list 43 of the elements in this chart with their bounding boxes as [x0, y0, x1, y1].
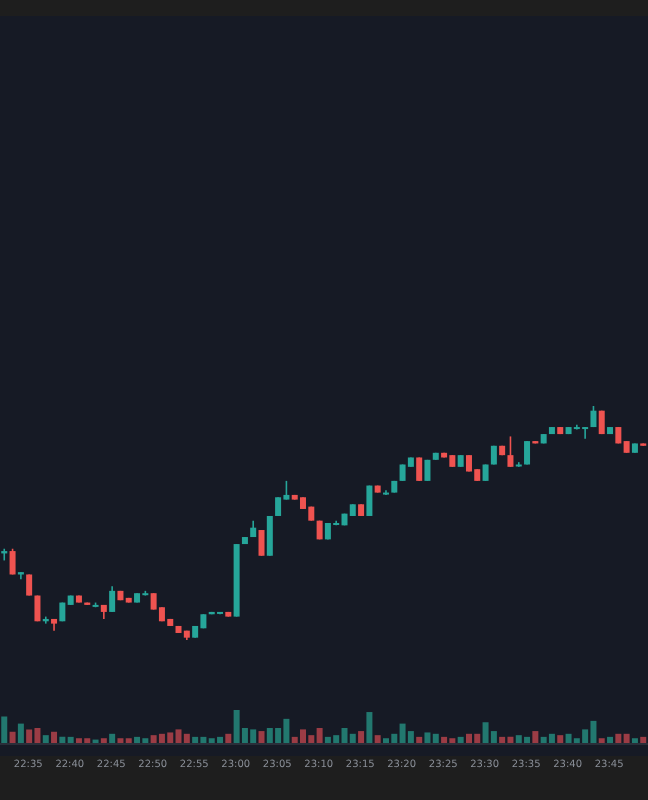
bar — [341, 728, 348, 744]
bar — [407, 731, 414, 744]
candlestick — [9, 547, 16, 576]
bar — [482, 722, 489, 744]
bar — [308, 735, 315, 744]
bar — [233, 710, 240, 744]
candlestick — [275, 496, 282, 517]
bar — [358, 731, 365, 744]
candlestick — [366, 484, 373, 517]
candlestick — [109, 585, 116, 613]
bar — [374, 735, 381, 744]
bar — [258, 731, 265, 744]
bar — [515, 735, 522, 744]
bar — [167, 732, 174, 744]
bar — [532, 731, 539, 744]
candlestick — [266, 515, 273, 557]
candlestick — [582, 426, 589, 440]
bar — [250, 729, 257, 744]
candlestick — [26, 573, 33, 597]
bar — [1, 716, 8, 744]
bar — [266, 728, 273, 744]
bar — [150, 735, 157, 744]
candlestick — [524, 440, 531, 466]
bar — [51, 731, 58, 744]
bar — [26, 729, 33, 744]
candlestick — [416, 456, 423, 482]
bar — [557, 735, 564, 744]
bar — [17, 723, 24, 744]
bar — [9, 731, 16, 744]
bar — [590, 720, 597, 744]
bar — [366, 712, 373, 744]
bar — [316, 728, 323, 744]
bar — [399, 723, 406, 744]
bar — [34, 728, 41, 744]
bar — [424, 732, 431, 744]
bar — [175, 729, 182, 744]
bar — [582, 729, 589, 744]
bar — [299, 729, 306, 744]
bar — [333, 735, 340, 744]
bar — [42, 735, 49, 744]
candlestick — [507, 435, 514, 468]
candlestick — [258, 529, 265, 557]
bar — [283, 718, 290, 744]
